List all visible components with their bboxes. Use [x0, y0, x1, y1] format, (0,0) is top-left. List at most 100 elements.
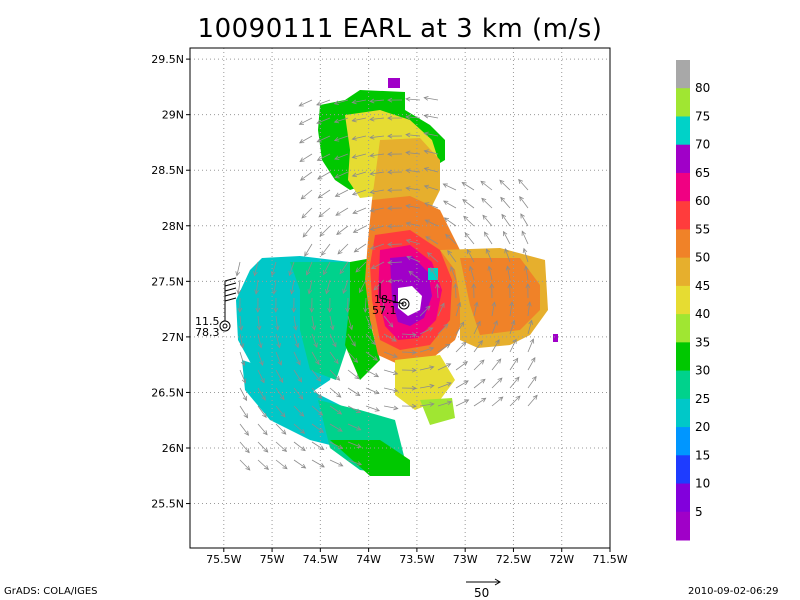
wind-vector-head	[276, 343, 281, 349]
wind-vector	[335, 207, 349, 216]
wind-vector	[239, 369, 246, 384]
wind-vector	[527, 395, 538, 407]
wind-vector	[239, 423, 249, 436]
wind-vector-head	[518, 178, 524, 184]
wind-vector	[509, 358, 519, 371]
wind-vector-head	[300, 428, 306, 434]
wind-vector	[455, 380, 469, 389]
wind-vector-head	[480, 180, 486, 186]
colorbar-label: 60	[695, 194, 710, 208]
wind-vector-head	[278, 377, 284, 384]
wind-vector	[525, 266, 529, 281]
wind-vector	[334, 135, 349, 141]
wind-vector	[337, 243, 349, 255]
wind-speed-region	[553, 334, 558, 342]
wind-vector-head	[445, 343, 451, 349]
wind-vector-head	[319, 231, 325, 237]
wind-vector-head	[294, 342, 300, 349]
wind-vector-head	[351, 154, 357, 159]
wind-vector-head	[408, 270, 414, 276]
wind-vector	[365, 315, 372, 330]
wind-vector	[301, 189, 313, 200]
wind-vector-head	[241, 378, 247, 384]
wind-vector-head	[405, 150, 411, 156]
wind-vector	[334, 153, 349, 160]
wind-vector	[311, 459, 325, 468]
wind-vector	[329, 369, 340, 381]
wind-vector	[444, 217, 457, 227]
wind-vector-head	[520, 213, 525, 219]
wind-vector-head	[491, 301, 497, 307]
wind-vector	[293, 351, 301, 365]
wind-vector-head	[446, 363, 452, 368]
wind-vector-head	[503, 230, 508, 237]
wind-vector-head	[424, 219, 430, 224]
colorbar-label: 5	[695, 505, 703, 519]
lat-label: 28.5N	[151, 164, 184, 177]
wind-vector	[491, 302, 495, 317]
wind-vector	[342, 279, 349, 294]
storm-center-marker: 18.1 57.1	[372, 283, 410, 317]
wind-vector-head	[260, 378, 265, 384]
wind-vector	[419, 347, 434, 353]
wind-vector	[325, 279, 331, 294]
wind-vector	[486, 248, 493, 263]
wind-vector	[406, 116, 421, 119]
wind-vector-head	[333, 137, 340, 142]
wind-vector-head	[515, 395, 521, 401]
wind-vector	[455, 341, 467, 353]
wind-vector-head	[387, 97, 393, 103]
wind-vector-head	[504, 247, 509, 254]
wind-vector	[473, 302, 478, 317]
wind-vector	[370, 189, 385, 193]
wind-vector	[311, 423, 324, 433]
wind-vector-head	[354, 374, 360, 380]
wind-vector	[406, 239, 421, 245]
wind-vector-head	[243, 413, 249, 419]
wind-vector-head	[487, 265, 493, 271]
wind-vector	[406, 187, 421, 191]
wind-vector	[339, 261, 349, 274]
longitude-axis-labels: 75.5W 75W 74.5W 74W 73.5W 73W 72.5W 72W 71.5W	[206, 553, 628, 566]
wind-vector	[488, 266, 493, 281]
wind-vector-head	[489, 283, 495, 289]
wind-vector	[491, 320, 498, 335]
wind-vector	[501, 214, 511, 227]
wind-vector	[436, 284, 439, 299]
wind-vector-head	[333, 358, 339, 365]
wind-vector	[255, 279, 259, 294]
wind-vector	[507, 266, 511, 281]
wind-speed-region	[242, 360, 350, 450]
colorbar: 80 75 70 65 60 55 50 45 40 35 30 25 20 15 10 5	[676, 60, 710, 541]
wind-vector-head	[301, 463, 307, 469]
wind-vector-head	[387, 133, 393, 139]
colorbar-segment	[676, 116, 690, 146]
wind-vector-head	[301, 213, 307, 219]
map-frame	[189, 47, 611, 549]
wind-vector	[299, 153, 313, 162]
wind-vector-head	[463, 215, 469, 221]
colorbar-segment	[676, 144, 690, 174]
wind-vector	[419, 305, 431, 317]
wind-vector-head	[356, 461, 363, 466]
wind-vector	[527, 376, 537, 389]
wind-vector-head	[337, 444, 344, 449]
wind-vector	[370, 117, 385, 120]
wind-vector-head	[411, 350, 417, 355]
wind-vector	[293, 387, 304, 400]
wind-vector	[401, 333, 416, 336]
wind-vector-head	[374, 389, 380, 395]
wind-vector-head	[493, 320, 498, 326]
wind-vector	[430, 267, 439, 281]
wind-vector	[239, 441, 250, 453]
wind-vector-head	[443, 200, 449, 206]
wind-vector	[527, 302, 531, 317]
wind-vector-head	[254, 289, 259, 295]
wind-vector	[329, 423, 343, 432]
wind-vector	[408, 270, 421, 281]
wind-vector	[364, 297, 367, 313]
wind-vector	[275, 351, 282, 366]
wind-vector	[509, 339, 517, 353]
wind-vector-head	[440, 302, 445, 308]
wind-vector-head	[270, 270, 276, 277]
